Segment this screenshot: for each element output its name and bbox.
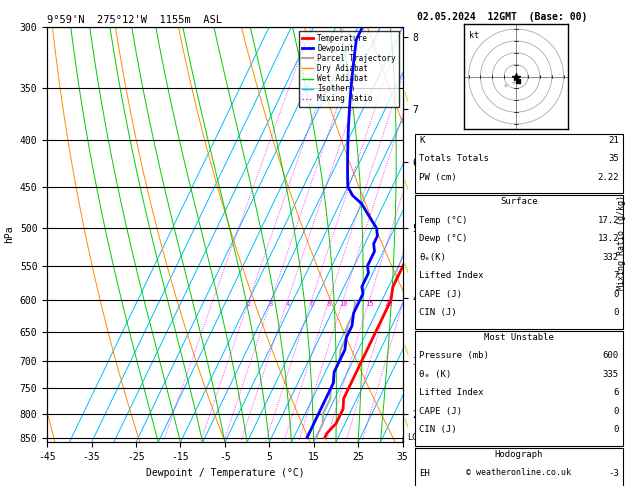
Text: 10: 10 [339, 300, 347, 307]
Text: +: + [502, 83, 508, 89]
Text: 4: 4 [286, 300, 289, 307]
Text: 0: 0 [613, 290, 619, 299]
Text: PW (cm): PW (cm) [419, 173, 457, 182]
Text: 17.2: 17.2 [598, 216, 619, 225]
Y-axis label: km
ASL: km ASL [430, 235, 448, 256]
Text: 8: 8 [327, 300, 331, 307]
Text: 0: 0 [613, 308, 619, 317]
Text: -3: -3 [608, 469, 619, 478]
Text: 13.2: 13.2 [598, 234, 619, 243]
Text: 6: 6 [613, 388, 619, 398]
Text: 35: 35 [608, 154, 619, 163]
Text: +: + [511, 80, 516, 86]
Text: 7: 7 [613, 271, 619, 280]
Text: © weatheronline.co.uk: © weatheronline.co.uk [467, 468, 571, 477]
X-axis label: Dewpoint / Temperature (°C): Dewpoint / Temperature (°C) [145, 468, 304, 478]
Text: CIN (J): CIN (J) [419, 425, 457, 434]
Text: 0: 0 [613, 407, 619, 416]
Text: /: / [401, 91, 413, 103]
Text: 15: 15 [365, 300, 374, 307]
Text: /: / [401, 344, 413, 356]
Legend: Temperature, Dewpoint, Parcel Trajectory, Dry Adiabat, Wet Adiabat, Isotherm, Mi: Temperature, Dewpoint, Parcel Trajectory… [299, 31, 399, 106]
Text: /: / [401, 179, 413, 191]
Text: Most Unstable: Most Unstable [484, 333, 554, 342]
Text: kt: kt [469, 32, 479, 40]
Text: 2: 2 [247, 300, 251, 307]
Text: K: K [419, 136, 425, 145]
Text: 21: 21 [608, 136, 619, 145]
Text: Lifted Index: Lifted Index [419, 271, 484, 280]
Text: 9°59'N  275°12'W  1155m  ASL: 9°59'N 275°12'W 1155m ASL [47, 15, 222, 25]
Text: CIN (J): CIN (J) [419, 308, 457, 317]
Text: CAPE (J): CAPE (J) [419, 407, 462, 416]
Text: /: / [401, 261, 413, 273]
Text: CAPE (J): CAPE (J) [419, 290, 462, 299]
Text: 2.22: 2.22 [598, 173, 619, 182]
Y-axis label: hPa: hPa [4, 226, 14, 243]
Text: 3: 3 [269, 300, 273, 307]
Text: LCL: LCL [407, 433, 421, 442]
Text: /: / [401, 417, 413, 429]
Text: EH: EH [419, 469, 430, 478]
Text: 600: 600 [603, 351, 619, 361]
Text: 0: 0 [613, 425, 619, 434]
Text: 02.05.2024  12GMT  (Base: 00): 02.05.2024 12GMT (Base: 00) [417, 12, 587, 22]
Text: θₑ (K): θₑ (K) [419, 370, 451, 379]
Text: Pressure (mb): Pressure (mb) [419, 351, 489, 361]
Text: Hodograph: Hodograph [495, 450, 543, 459]
Text: θₑ(K): θₑ(K) [419, 253, 446, 262]
Text: Dewp (°C): Dewp (°C) [419, 234, 467, 243]
Text: 6: 6 [309, 300, 313, 307]
Text: Temp (°C): Temp (°C) [419, 216, 467, 225]
Text: 335: 335 [603, 370, 619, 379]
Text: 332: 332 [603, 253, 619, 262]
Text: Surface: Surface [500, 197, 538, 207]
Text: Totals Totals: Totals Totals [419, 154, 489, 163]
Text: Mixing Ratio (g/kg): Mixing Ratio (g/kg) [617, 195, 626, 291]
Text: Lifted Index: Lifted Index [419, 388, 484, 398]
Text: 20: 20 [384, 300, 392, 307]
